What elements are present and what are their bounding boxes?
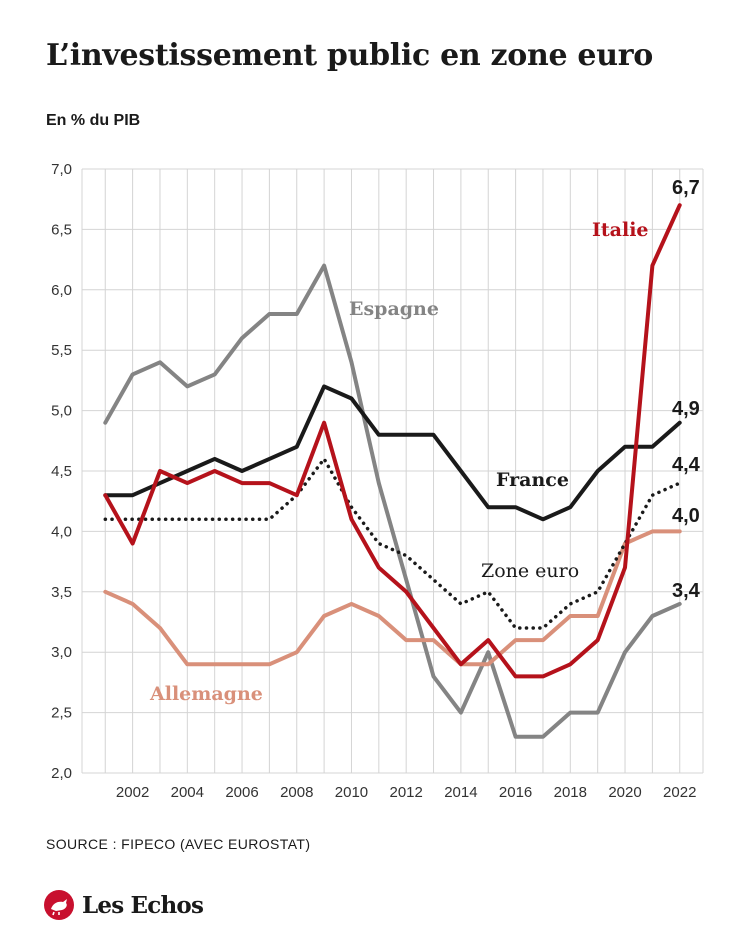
y-tick-label: 4,5 xyxy=(51,463,72,480)
end-label-espagne: 3,4 xyxy=(672,580,701,602)
series-line-espagne xyxy=(103,263,682,739)
end-label-zone-euro: 4,4 xyxy=(672,454,701,476)
x-tick-label: 2018 xyxy=(554,784,587,801)
x-tick-label: 2002 xyxy=(116,784,149,801)
chart-series-lines xyxy=(103,203,682,739)
x-tick-label: 2008 xyxy=(280,784,313,801)
series-label-italie: Italie xyxy=(592,219,649,241)
end-label-italie: 6,7 xyxy=(672,177,700,199)
line-chart: 2,02,53,03,54,04,55,05,56,06,57,0 2002 20… xyxy=(51,161,704,801)
series-label-france: France xyxy=(496,469,569,491)
series-label-allemagne: Allemagne xyxy=(149,683,263,705)
y-tick-label: 6,5 xyxy=(51,221,72,238)
x-tick-label: 2004 xyxy=(171,784,204,801)
x-tick-label: 2014 xyxy=(444,784,477,801)
chart-subtitle: En % du PIB xyxy=(46,112,141,129)
y-tick-label: 2,5 xyxy=(51,705,72,722)
y-tick-label: 5,5 xyxy=(51,342,72,359)
y-tick-label: 2,0 xyxy=(51,765,72,782)
series-line-zone-euro xyxy=(103,457,682,630)
end-label-france: 4,9 xyxy=(672,398,700,420)
y-tick-label: 3,0 xyxy=(51,644,72,661)
y-tick-label: 5,0 xyxy=(51,403,72,420)
y-tick-label: 7,0 xyxy=(51,161,72,178)
y-tick-label: 4,0 xyxy=(51,523,72,540)
chart-title: L’investissement public en zone euro xyxy=(46,38,653,73)
x-tick-label: 2022 xyxy=(663,784,696,801)
x-tick-label: 2012 xyxy=(389,784,422,801)
y-tick-label: 3,5 xyxy=(51,584,72,601)
series-label-espagne: Espagne xyxy=(349,298,439,320)
x-tick-label: 2010 xyxy=(335,784,368,801)
end-label-allemagne: 4,0 xyxy=(672,505,700,527)
x-axis-tick-labels: 2002 2004 2006 2008 2010 2012 2014 2016 2018 2020… xyxy=(116,784,697,801)
x-tick-label: 2016 xyxy=(499,784,532,801)
rooster-icon xyxy=(44,890,74,920)
x-tick-label: 2006 xyxy=(225,784,258,801)
series-line-allemagne xyxy=(103,529,682,667)
series-label-zone-euro: Zone euro xyxy=(481,560,579,582)
source-note: SOURCE : FIPECO (AVEC EUROSTAT) xyxy=(46,836,311,852)
les-echos-logo: Les Echos xyxy=(44,890,204,920)
series-line-italie xyxy=(103,203,682,679)
chart-grid xyxy=(81,168,704,774)
y-axis-tick-labels: 2,0 2,5 3,0 3,5 4,0 4,5 5,0 5,5 6,0 6,5 7,0 xyxy=(51,161,72,782)
brand-name: Les Echos xyxy=(82,891,204,919)
series-line-france xyxy=(103,384,682,522)
x-tick-label: 2020 xyxy=(608,784,641,801)
y-tick-label: 6,0 xyxy=(51,282,72,299)
